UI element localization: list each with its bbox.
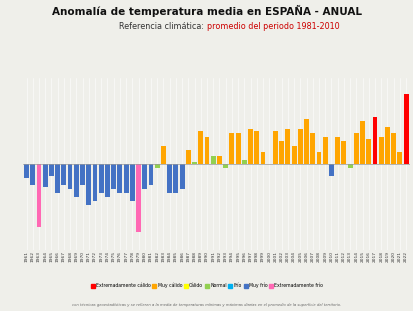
Bar: [316, 152, 320, 164]
Bar: [61, 164, 66, 185]
Text: promedio del periodo 1981-2010: promedio del periodo 1981-2010: [206, 22, 339, 31]
Bar: [359, 121, 364, 164]
Bar: [335, 137, 339, 164]
Bar: [247, 129, 252, 164]
Bar: [30, 164, 35, 185]
Bar: [366, 139, 370, 164]
Text: Anomalía de temperatura media en ESPAÑA - ANUAL: Anomalía de temperatura media en ESPAÑA …: [52, 5, 361, 17]
Bar: [285, 129, 290, 164]
Bar: [297, 129, 302, 164]
Bar: [148, 164, 153, 185]
Text: Referencia climática:: Referencia climática:: [119, 22, 206, 31]
Legend: Extremadamente cálido, Muy cálido, Cálido, Normal, Frío, Muy frío, Extremadament: Extremadamente cálido, Muy cálido, Cálid…: [90, 283, 323, 289]
Bar: [235, 133, 240, 164]
Bar: [93, 164, 97, 201]
Text: con técnicas geoestadísticas y se refieren a la media de temperaturas mínimas y : con técnicas geoestadísticas y se refier…: [72, 303, 341, 307]
Bar: [229, 133, 234, 164]
Bar: [173, 164, 178, 193]
Bar: [241, 160, 246, 164]
Bar: [198, 131, 203, 164]
Bar: [384, 127, 389, 164]
Bar: [192, 162, 197, 164]
Bar: [55, 164, 60, 193]
Bar: [36, 164, 41, 226]
Bar: [117, 164, 122, 193]
Bar: [74, 164, 78, 197]
Bar: [67, 164, 72, 189]
Bar: [223, 164, 228, 168]
Bar: [86, 164, 91, 205]
Bar: [204, 137, 209, 164]
Bar: [403, 94, 408, 164]
Bar: [390, 133, 395, 164]
Bar: [161, 146, 166, 164]
Bar: [136, 164, 140, 232]
Bar: [99, 164, 103, 193]
Bar: [80, 164, 85, 185]
Bar: [341, 142, 346, 164]
Bar: [278, 142, 283, 164]
Bar: [396, 152, 401, 164]
Bar: [210, 156, 215, 164]
Bar: [372, 117, 377, 164]
Bar: [123, 164, 128, 193]
Bar: [185, 150, 190, 164]
Bar: [291, 146, 296, 164]
Bar: [272, 131, 277, 164]
Bar: [304, 119, 308, 164]
Bar: [24, 164, 29, 179]
Bar: [260, 152, 265, 164]
Bar: [322, 137, 327, 164]
Bar: [254, 131, 259, 164]
Bar: [353, 133, 358, 164]
Bar: [130, 164, 134, 201]
Bar: [105, 164, 109, 197]
Bar: [328, 164, 333, 176]
Bar: [49, 164, 54, 176]
Bar: [378, 137, 383, 164]
Bar: [154, 164, 159, 168]
Bar: [216, 156, 221, 164]
Bar: [43, 164, 47, 187]
Bar: [167, 164, 172, 193]
Bar: [142, 164, 147, 189]
Bar: [179, 164, 184, 189]
Bar: [310, 133, 314, 164]
Bar: [111, 164, 116, 189]
Bar: [347, 164, 352, 168]
